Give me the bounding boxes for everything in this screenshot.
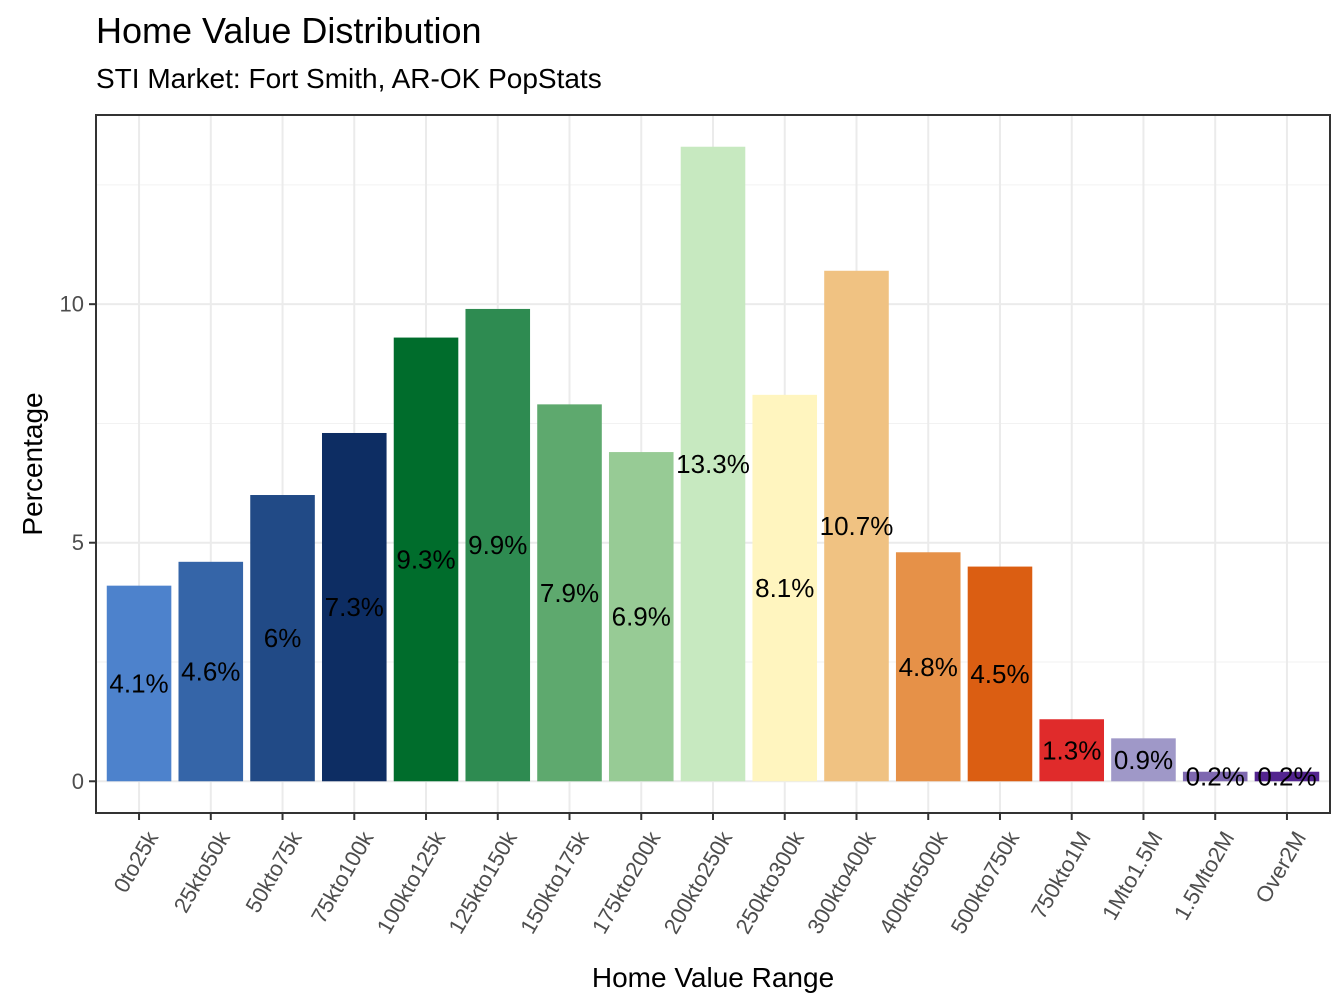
y-axis-title: Percentage: [17, 392, 48, 535]
x-tick-label: 50kto75k: [240, 826, 307, 917]
x-tick-label: 300kto400k: [802, 826, 881, 938]
data-label: 1.3%: [1042, 735, 1101, 765]
x-tick-label: 125kto150k: [443, 826, 522, 938]
data-label: 9.3%: [396, 544, 455, 574]
x-tick-label: 100kto125k: [372, 826, 451, 938]
x-tick-label: 0to25k: [109, 826, 164, 897]
bar-1.5Mto2M: [1182, 771, 1248, 782]
data-label: 0.2%: [1186, 762, 1245, 792]
bar-100kto125k: [393, 337, 459, 782]
bar-150kto175k: [537, 404, 602, 782]
data-label: 4.6%: [181, 657, 240, 687]
x-tick-label: 150kto175k: [515, 826, 594, 938]
x-tick-label: 250kto300k: [730, 826, 809, 938]
bar-1Mto1.5M: [1111, 738, 1176, 782]
x-tick-label: 1.5Mto2M: [1169, 827, 1240, 924]
y-tick-label: 0: [72, 769, 84, 794]
y-tick-label: 5: [72, 530, 84, 555]
data-label: 10.7%: [820, 511, 894, 541]
y-tick-label: 10: [60, 292, 84, 317]
bar-75kto100k: [321, 432, 387, 782]
data-label: 4.8%: [899, 652, 958, 682]
x-tick-label: 25kto50k: [169, 826, 236, 917]
x-tick-label: 400kto500k: [874, 826, 953, 938]
x-tick-label: 1Mto1.5M: [1097, 827, 1168, 924]
data-label: 7.3%: [325, 592, 384, 622]
x-axis-title: Home Value Range: [592, 962, 834, 993]
bar-300kto400k: [824, 270, 889, 782]
data-label: 0.2%: [1257, 762, 1316, 792]
data-label: 9.9%: [468, 530, 527, 560]
data-label: 4.5%: [970, 659, 1029, 689]
bar-200kto250k: [680, 146, 746, 782]
bar-500kto750k: [967, 566, 1033, 782]
data-label: 13.3%: [676, 449, 750, 479]
x-tick-label: 175kto200k: [587, 826, 666, 938]
bar-250kto300k: [752, 394, 818, 782]
data-label: 8.1%: [755, 573, 814, 603]
bar-750kto1M: [1039, 719, 1105, 782]
data-label: 0.9%: [1114, 745, 1173, 775]
bar-400kto500k: [895, 552, 961, 782]
data-label: 6.9%: [612, 602, 671, 632]
bar-175kto200k: [608, 452, 674, 782]
x-tick-label: 500kto750k: [946, 826, 1025, 938]
bar-25kto50k: [178, 561, 244, 782]
x-tick-label: 750kto1M: [1026, 827, 1096, 923]
x-tick-label: Over2M: [1250, 827, 1311, 907]
x-tick-label: 200kto250k: [659, 826, 738, 938]
data-label: 7.9%: [540, 578, 599, 608]
data-label: 6%: [264, 623, 302, 653]
bar-50kto75k: [250, 495, 315, 782]
bar-Over2M: [1254, 771, 1320, 782]
data-label: 4.1%: [109, 668, 168, 698]
bar-0to25k: [106, 585, 172, 782]
chart-subtitle: STI Market: Fort Smith, AR-OK PopStats: [96, 63, 602, 94]
x-tick-label: 75kto100k: [306, 826, 379, 927]
bar-125kto150k: [465, 308, 531, 782]
chart-title: Home Value Distribution: [96, 10, 482, 51]
